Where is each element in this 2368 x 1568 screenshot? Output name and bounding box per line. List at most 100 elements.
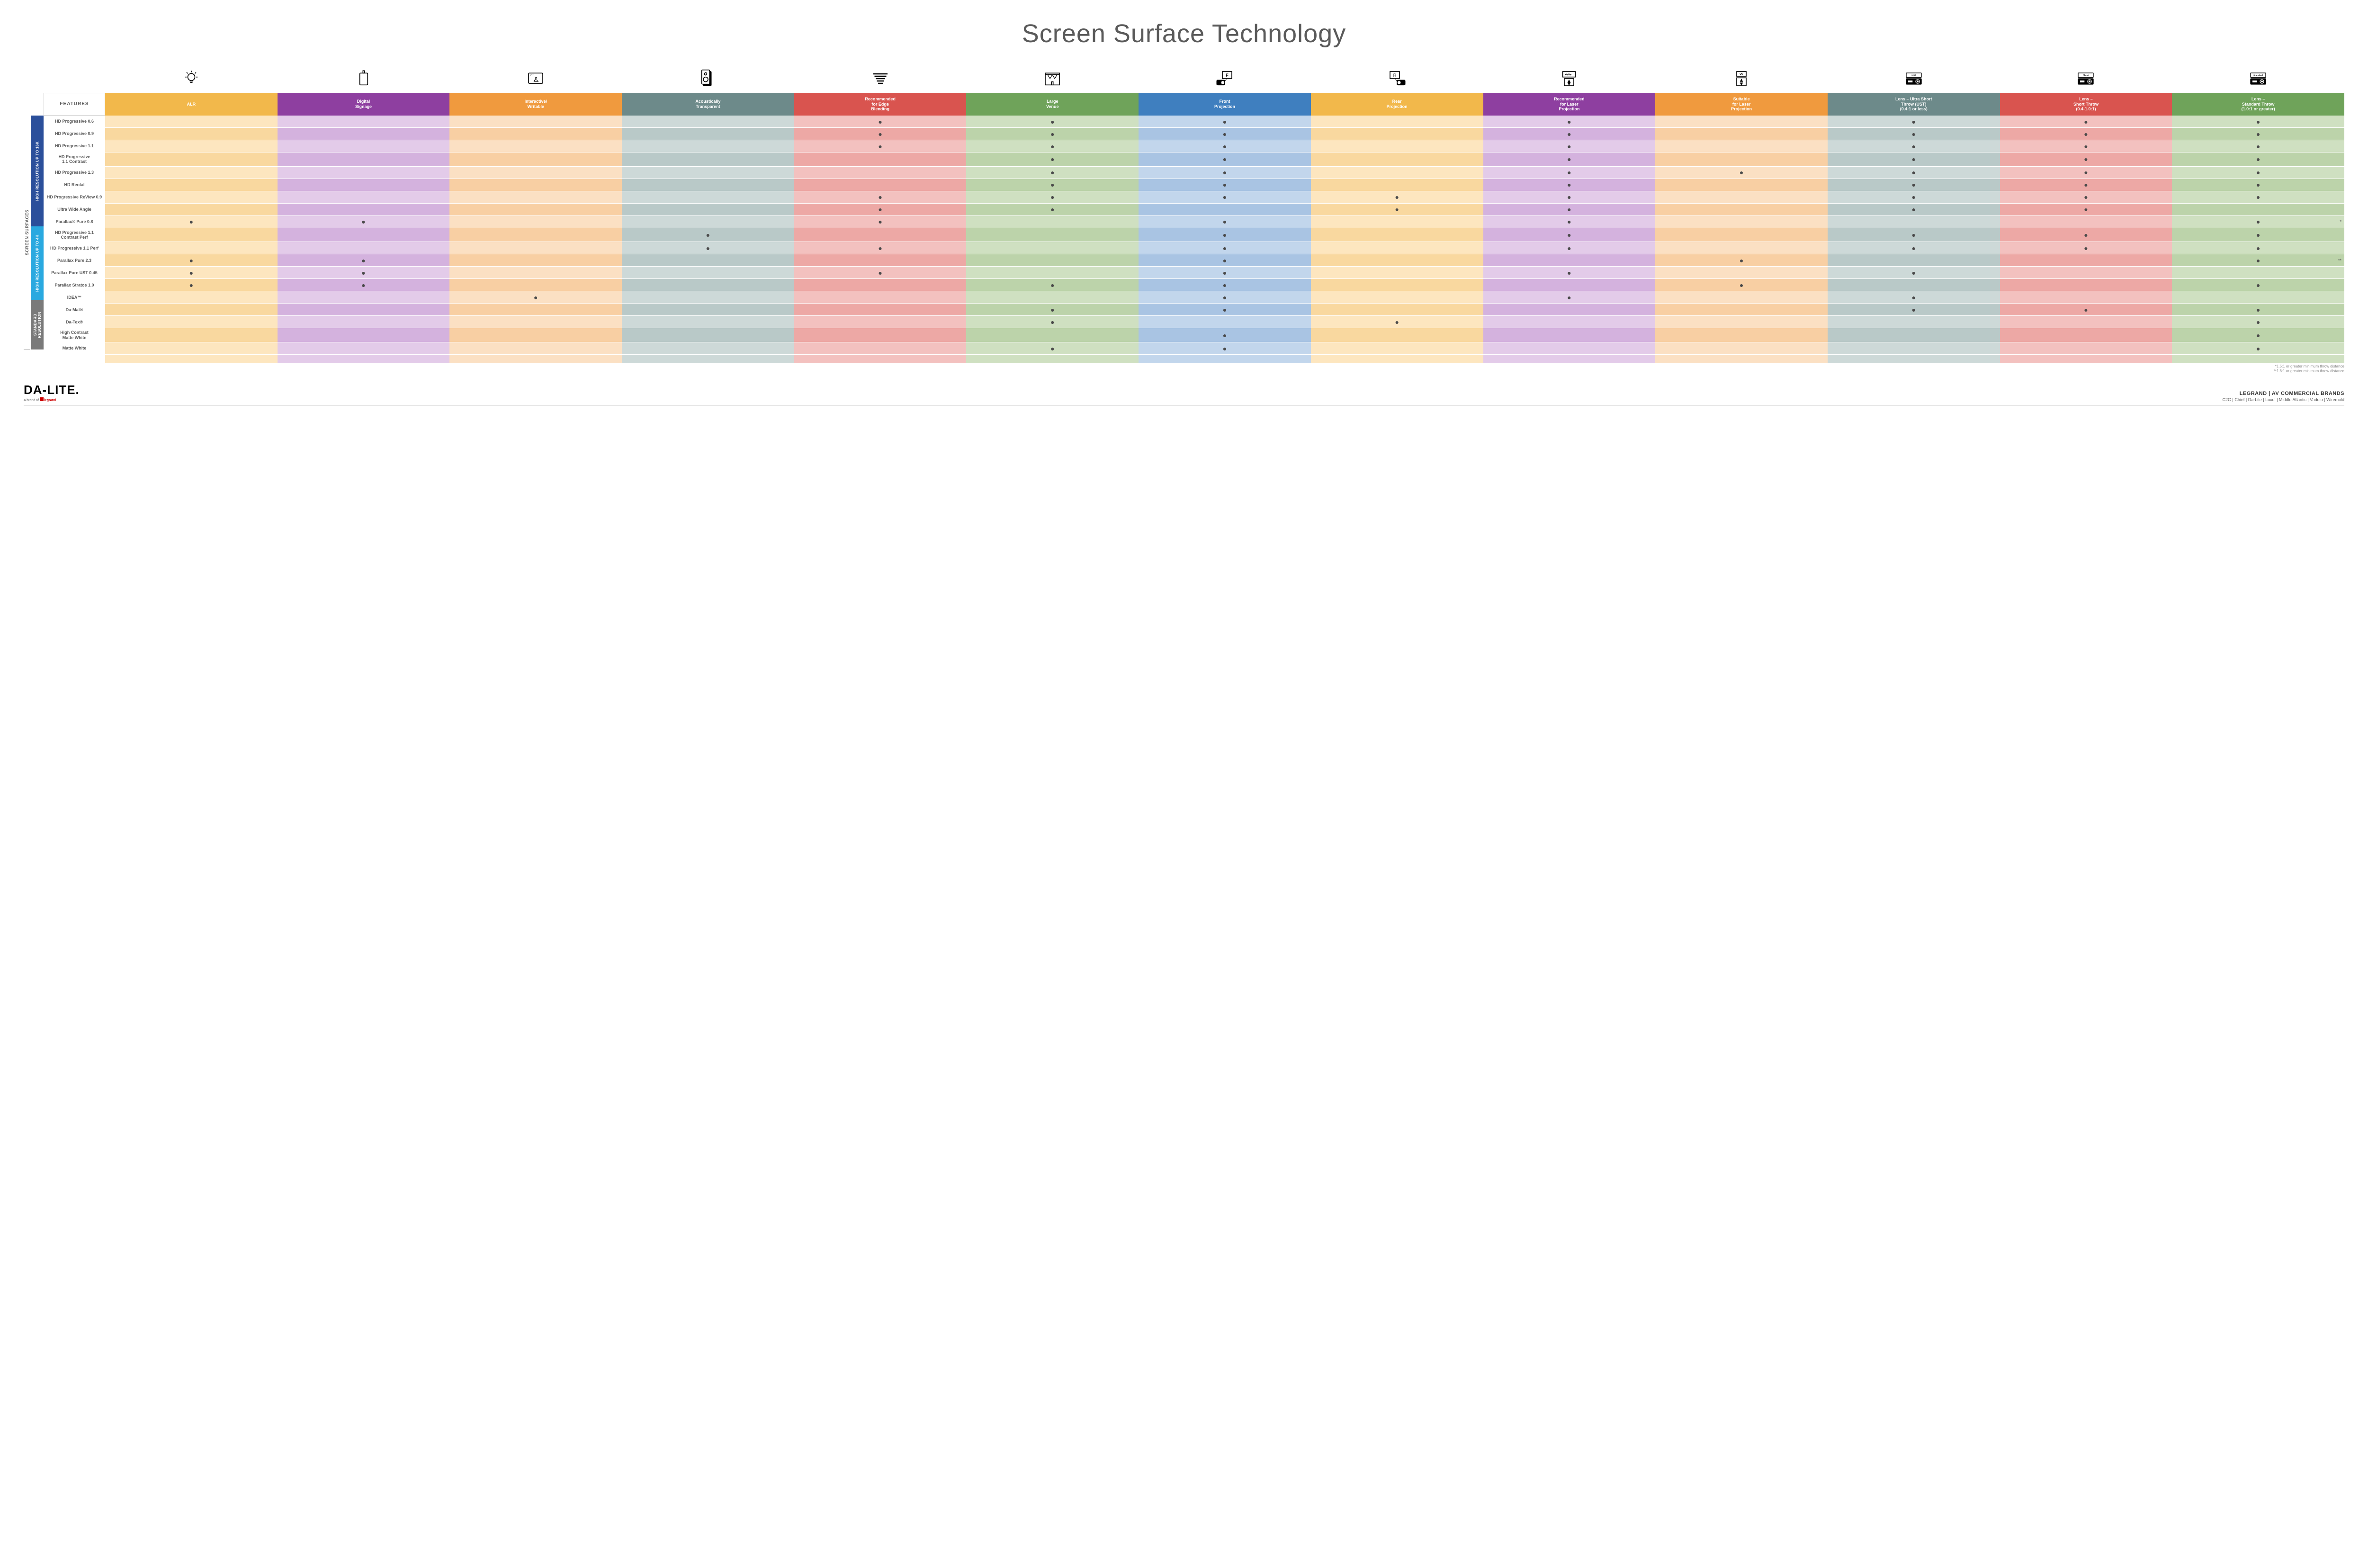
bulb-icon bbox=[105, 63, 278, 91]
proj-std-icon: Standard bbox=[2172, 63, 2344, 91]
cell-0-edge: ● bbox=[794, 116, 967, 128]
cell-1-venue: ● bbox=[966, 128, 1139, 140]
cell-13-reclz bbox=[1483, 279, 1656, 291]
footnote: **1.8:1 or greater minimum throw distanc… bbox=[44, 369, 2344, 374]
cell-15-edge bbox=[794, 304, 967, 316]
cell-15-std: ● bbox=[2172, 304, 2344, 316]
table-row: HD Progressive1.1 Contrast●●●●●● bbox=[44, 152, 2344, 167]
cell-15-suitlz bbox=[1655, 304, 1828, 316]
col-header-std: Lens –Standard Throw(1.0:1 or greater) bbox=[2172, 93, 2344, 116]
cell-2-dsign bbox=[278, 140, 450, 152]
spacer-cell bbox=[1139, 355, 1311, 363]
side-labels: SCREEN SURFACES HIGH RESOLUTION UP TO 16… bbox=[24, 116, 44, 374]
cell-4-suitlz: ● bbox=[1655, 167, 1828, 179]
cell-8-writ bbox=[449, 216, 622, 228]
table-row: HD Progressive 1.1Contrast Perf●●●●●● bbox=[44, 228, 2344, 242]
row-label: HD Progressive 0.6 bbox=[44, 116, 105, 128]
cell-3-short: ● bbox=[2000, 152, 2172, 167]
row-label: Da-Tex® bbox=[44, 316, 105, 328]
cell-6-dsign bbox=[278, 191, 450, 204]
cell-1-writ bbox=[449, 128, 622, 140]
table-row: Parallax® Pure 0.8●●●●●●* bbox=[44, 216, 2344, 228]
cell-13-ust bbox=[1828, 279, 2000, 291]
cell-12-front: ● bbox=[1139, 267, 1311, 279]
row-label: Matte White bbox=[44, 342, 105, 355]
cell-5-reclz: ● bbox=[1483, 179, 1656, 191]
svg-text:UST: UST bbox=[1911, 74, 1916, 77]
side-group-labels: HIGH RESOLUTION UP TO 16KHIGH RESOLUTION… bbox=[30, 116, 44, 374]
cell-3-rear bbox=[1311, 152, 1483, 167]
cell-0-suitlz bbox=[1655, 116, 1828, 128]
cell-15-acou bbox=[622, 304, 794, 316]
cell-6-std: ● bbox=[2172, 191, 2344, 204]
cell-17-front: ● bbox=[1139, 328, 1311, 342]
cell-10-std: ● bbox=[2172, 242, 2344, 254]
cell-16-edge bbox=[794, 316, 967, 328]
cell-4-dsign bbox=[278, 167, 450, 179]
cell-14-edge bbox=[794, 291, 967, 304]
cell-10-acou: ● bbox=[622, 242, 794, 254]
cell-14-writ: ● bbox=[449, 291, 622, 304]
col-header-rear: RearProjection bbox=[1311, 93, 1483, 116]
cell-2-std: ● bbox=[2172, 140, 2344, 152]
cell-0-ust: ● bbox=[1828, 116, 2000, 128]
cell-8-edge: ● bbox=[794, 216, 967, 228]
table-row: Da-Tex®●●● bbox=[44, 316, 2344, 328]
cell-9-edge bbox=[794, 228, 967, 242]
row-label: High ContrastMatte White bbox=[44, 328, 105, 342]
cell-9-dsign bbox=[278, 228, 450, 242]
cell-12-reclz: ● bbox=[1483, 267, 1656, 279]
footer-right: LEGRAND | AV COMMERCIAL BRANDS C2G | Chi… bbox=[2223, 391, 2344, 402]
cell-0-front: ● bbox=[1139, 116, 1311, 128]
page-title: Screen Surface Technology bbox=[24, 19, 2344, 48]
cell-4-front: ● bbox=[1139, 167, 1311, 179]
cell-12-ust: ● bbox=[1828, 267, 2000, 279]
cell-1-suitlz bbox=[1655, 128, 1828, 140]
cell-13-writ bbox=[449, 279, 622, 291]
cell-2-edge: ● bbox=[794, 140, 967, 152]
cell-0-writ bbox=[449, 116, 622, 128]
brands-list: C2G | Chief | Da-Lite | Luxul | Middle A… bbox=[2223, 397, 2344, 402]
cell-3-venue: ● bbox=[966, 152, 1139, 167]
cell-0-std: ● bbox=[2172, 116, 2344, 128]
laser-suit-icon bbox=[1655, 63, 1828, 91]
cell-6-suitlz bbox=[1655, 191, 1828, 204]
cell-12-rear bbox=[1311, 267, 1483, 279]
cell-14-dsign bbox=[278, 291, 450, 304]
cell-1-alr bbox=[105, 128, 278, 140]
col-header-edge: Recommendedfor EdgeBlending bbox=[794, 93, 967, 116]
cell-18-writ bbox=[449, 342, 622, 355]
cell-17-writ bbox=[449, 328, 622, 342]
cell-16-std: ● bbox=[2172, 316, 2344, 328]
cell-2-suitlz bbox=[1655, 140, 1828, 152]
cell-15-alr bbox=[105, 304, 278, 316]
cell-7-rear: ● bbox=[1311, 204, 1483, 216]
cell-12-edge: ● bbox=[794, 267, 967, 279]
cell-9-alr bbox=[105, 228, 278, 242]
cell-12-suitlz bbox=[1655, 267, 1828, 279]
chart-container: SCREEN SURFACES HIGH RESOLUTION UP TO 16… bbox=[24, 63, 2344, 374]
cell-13-alr: ● bbox=[105, 279, 278, 291]
cell-1-acou bbox=[622, 128, 794, 140]
cell-5-short: ● bbox=[2000, 179, 2172, 191]
cell-5-venue: ● bbox=[966, 179, 1139, 191]
row-label: HD Progressive 1.1 Perf bbox=[44, 242, 105, 254]
cell-14-suitlz bbox=[1655, 291, 1828, 304]
cell-18-edge bbox=[794, 342, 967, 355]
cell-15-ust: ● bbox=[1828, 304, 2000, 316]
cell-9-short: ● bbox=[2000, 228, 2172, 242]
cell-8-venue bbox=[966, 216, 1139, 228]
row-label: Ultra Wide Angle bbox=[44, 204, 105, 216]
icon-row: FR UST Short Standard bbox=[44, 63, 2344, 91]
cell-7-alr bbox=[105, 204, 278, 216]
cell-2-venue: ● bbox=[966, 140, 1139, 152]
cell-16-rear: ● bbox=[1311, 316, 1483, 328]
cell-5-edge bbox=[794, 179, 967, 191]
cell-6-reclz: ● bbox=[1483, 191, 1656, 204]
proj-ust-icon: UST bbox=[1828, 63, 2000, 91]
cell-3-std: ● bbox=[2172, 152, 2344, 167]
cell-4-alr bbox=[105, 167, 278, 179]
row-label: HD Progressive 1.1 bbox=[44, 140, 105, 152]
spacer-cell bbox=[2172, 355, 2344, 363]
proj-short-icon: Short bbox=[2000, 63, 2172, 91]
